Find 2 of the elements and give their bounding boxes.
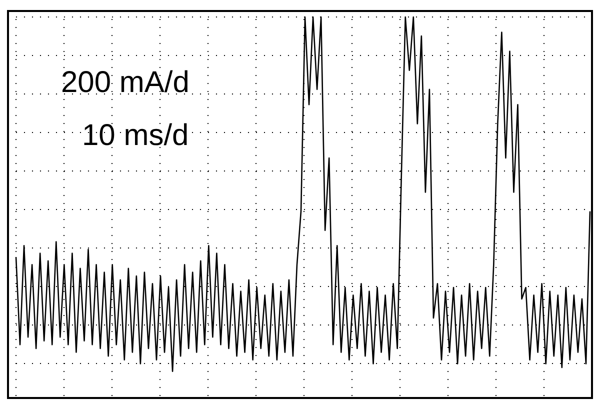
annotation: 200 mA/d: [61, 66, 190, 99]
annotation: 10 ms/d: [82, 119, 189, 152]
